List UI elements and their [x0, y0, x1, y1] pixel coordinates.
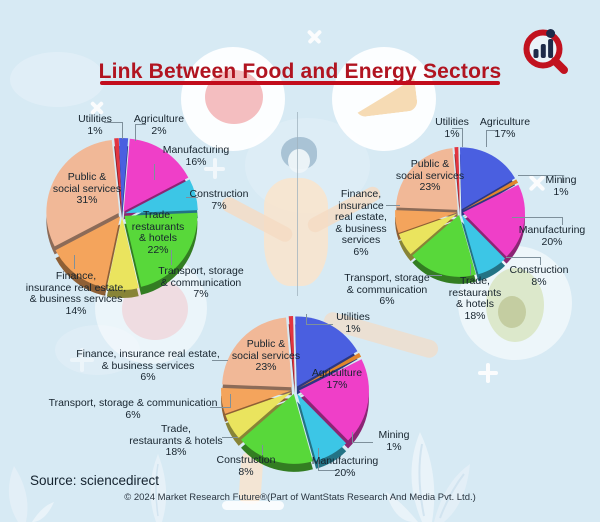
pie-slice-finance-insurance-real-estate-business-services — [221, 387, 292, 414]
leader-line — [212, 360, 228, 362]
pie-slice-utilities — [114, 138, 122, 212]
avocado-pit — [498, 296, 526, 328]
leader-line — [104, 122, 123, 139]
cross-mark-icon — [302, 24, 326, 48]
label-agriculture: Agriculture 2% — [133, 113, 185, 137]
label-finance: Finance, insurance real estate, & busine… — [25, 270, 127, 317]
pie-slice-manufacturing — [462, 184, 525, 257]
pie-slice-agriculture — [119, 138, 129, 212]
label-transport: Transport, storage & communication 6% — [48, 397, 218, 421]
label-utilities: Utilities 1% — [336, 311, 370, 335]
leader-line — [222, 437, 238, 439]
label-manufacturing: Manufacturing 20% — [311, 455, 379, 479]
label-construction: Construction 8% — [509, 264, 569, 288]
leader-line — [470, 264, 472, 275]
pie-slice-agriculture — [295, 316, 358, 387]
pie-slice-manufacturing — [298, 359, 369, 441]
plant-decoration — [386, 432, 470, 522]
leader-line — [171, 250, 173, 265]
pie-slice-finance-insurance-real-estate-business-services — [395, 210, 458, 234]
leader-line — [386, 205, 400, 207]
pie-slice-public-social-services — [395, 148, 458, 210]
leader-line — [154, 164, 156, 180]
label-trade: Trade, restaurants & hotels 18% — [448, 275, 502, 322]
leader-line — [318, 448, 337, 471]
pie-slice-mining — [462, 179, 519, 211]
label-mining: Mining 1% — [545, 174, 577, 198]
pie-slice-transport-storage-communication — [398, 213, 458, 255]
leader-line — [210, 394, 231, 408]
pie-right-svg — [395, 147, 525, 284]
label-transport: Transport, storage & communication 7% — [158, 265, 244, 300]
section-divider — [297, 112, 298, 296]
leader-line — [74, 255, 76, 269]
label-manufacturing: Manufacturing 16% — [162, 144, 230, 168]
pie-slice-depth — [114, 146, 122, 220]
pie-slice-finance-insurance-real-estate-business-services — [55, 216, 121, 288]
leader-line — [352, 432, 373, 443]
leader-line — [428, 275, 442, 277]
leader-line — [186, 197, 198, 199]
leader-line — [306, 314, 333, 325]
pie-slice-trade-restaurants-hotels — [124, 212, 198, 287]
skateboard — [222, 501, 284, 510]
pie-slice-construction — [461, 214, 506, 275]
leader-line — [452, 128, 463, 147]
label-finance: Finance, insurance real estate, & busine… — [335, 188, 387, 258]
label-finance: Finance, insurance real estate, & busine… — [76, 348, 220, 383]
label-public-services: Public & social services 23% — [231, 338, 301, 373]
label-trade: Trade, restaurants & hotels 22% — [131, 209, 185, 256]
pie-slice-manufacturing — [123, 138, 189, 212]
plant-decoration — [8, 466, 54, 522]
copyright-text: © 2024 Market Research Future®(Part of W… — [124, 492, 476, 503]
leader-line — [518, 175, 563, 183]
label-agriculture: Agriculture 17% — [479, 116, 531, 140]
pie-bottom-svg — [221, 316, 369, 472]
market-research-future-logo — [523, 29, 568, 74]
pie-slice-construction — [124, 179, 198, 214]
label-trade: Trade, restaurants & hotels 18% — [129, 423, 223, 458]
label-utilities: Utilities 1% — [435, 116, 469, 140]
leader-line — [135, 124, 146, 141]
pie-slice-public-social-services — [222, 317, 293, 388]
pie-slice-agriculture — [459, 147, 516, 210]
leader-line — [512, 217, 563, 225]
leader-line — [262, 445, 264, 455]
label-public-services: Public & social services 31% — [52, 171, 122, 206]
cloud-blob — [10, 52, 105, 107]
pie-slice-utilities — [288, 316, 295, 387]
label-agriculture: Agriculture 17% — [311, 367, 363, 391]
plus-mark-icon — [478, 363, 498, 383]
source-text: Source: sciencedirect — [30, 473, 160, 488]
leader-line — [486, 130, 497, 147]
pie-slice-transport-storage-communication — [106, 216, 139, 290]
page-title: Link Between Food and Energy Sectors — [98, 60, 502, 84]
label-mining: Mining 1% — [378, 429, 410, 453]
pie-slice-transport-storage-communication — [225, 392, 292, 438]
pie-slice-public-social-services — [46, 139, 120, 247]
title-underline — [100, 81, 500, 85]
pie-slice-construction — [297, 393, 347, 461]
label-transport: Transport, storage & communication 6% — [344, 272, 430, 307]
label-public-services: Public & social services 23% — [395, 158, 465, 193]
pie-slice-trade-restaurants-hotels — [412, 214, 477, 277]
label-construction: Construction 7% — [189, 188, 249, 212]
plant-decoration — [150, 454, 167, 522]
leader-line — [506, 257, 541, 265]
pie-slice-mining — [298, 352, 362, 389]
tomato-icon — [205, 70, 263, 124]
label-manufacturing: Manufacturing 20% — [518, 224, 586, 248]
pie-slice-trade-restaurants-hotels — [241, 393, 313, 464]
person-face — [288, 149, 310, 173]
label-construction: Construction 8% — [216, 454, 276, 478]
pie-slice-utilities — [454, 147, 460, 210]
pie-left-svg — [46, 138, 198, 298]
label-utilities: Utilities 1% — [78, 113, 112, 137]
